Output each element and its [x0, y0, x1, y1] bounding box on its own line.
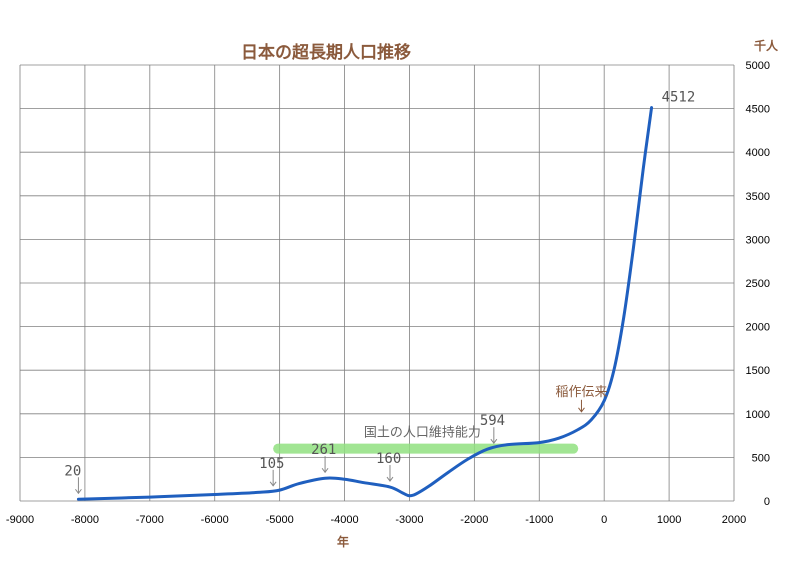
x-tick-label-8: -1000: [525, 514, 553, 526]
grid-lines: [19, 64, 735, 502]
data-label-arrowhead-3: [386, 476, 394, 482]
annotation-capacity-label: 国土の人口維持能力: [364, 426, 481, 441]
x-tick-label-11: 2000: [722, 514, 746, 526]
x-tick-label-6: -3000: [395, 514, 423, 526]
y-tick-label-8: 4000: [746, 147, 770, 159]
x-tick-label-9: 0: [601, 514, 607, 526]
x-tick-label-10: 1000: [657, 514, 681, 526]
data-label-arrowhead-4: [490, 438, 498, 445]
data-label-arrowhead-1: [269, 481, 277, 487]
y-tick-label-3: 1500: [746, 365, 770, 377]
y-tick-label-2: 1000: [746, 409, 770, 421]
x-tick-label-5: -4000: [330, 514, 358, 526]
data-label-1: 105: [259, 456, 284, 472]
x-tick-label-7: -2000: [460, 514, 488, 526]
x-tick-label-0: -9000: [6, 514, 34, 526]
data-label-5: 4512: [662, 90, 696, 106]
chart-title: 日本の超長期人口推移: [241, 42, 411, 63]
data-label-0: 20: [64, 463, 81, 479]
data-labels: 20 105 261 160 594 4512: [64, 90, 696, 495]
x-tick-label-2: -7000: [136, 514, 164, 526]
y-tick-label-5: 2500: [746, 278, 770, 290]
annotation-rice-label: 稲作伝来: [555, 385, 607, 400]
data-label-3: 160: [376, 451, 401, 467]
data-label-4: 594: [480, 413, 505, 429]
y-tick-label-7: 3500: [746, 191, 770, 203]
y-axis-unit: 千人: [754, 38, 779, 53]
x-tick-label-1: -8000: [71, 514, 99, 526]
x-axis-label: 年: [337, 534, 349, 549]
data-label-arrowhead-0: [75, 488, 82, 495]
y-tick-label-1: 500: [752, 452, 770, 464]
y-tick-label-0: 0: [764, 496, 770, 508]
annotation-rice-arrowhead: [578, 407, 585, 413]
data-label-2: 261: [311, 442, 336, 458]
y-tick-label-9: 4500: [746, 104, 770, 116]
y-tick-label-4: 2000: [746, 322, 770, 334]
y-tick-label-6: 3000: [746, 234, 770, 246]
x-tick-label-3: -6000: [201, 514, 229, 526]
y-tick-label-10: 5000: [746, 60, 770, 72]
x-tick-label-4: -5000: [266, 514, 294, 526]
series-line-0: [76, 106, 654, 501]
data-label-arrowhead-2: [321, 467, 329, 474]
series-lines: [76, 106, 654, 501]
tick-labels: -9000 -8000 -7000 -6000 -5000 -4000 -3000 -2000…: [6, 60, 770, 526]
